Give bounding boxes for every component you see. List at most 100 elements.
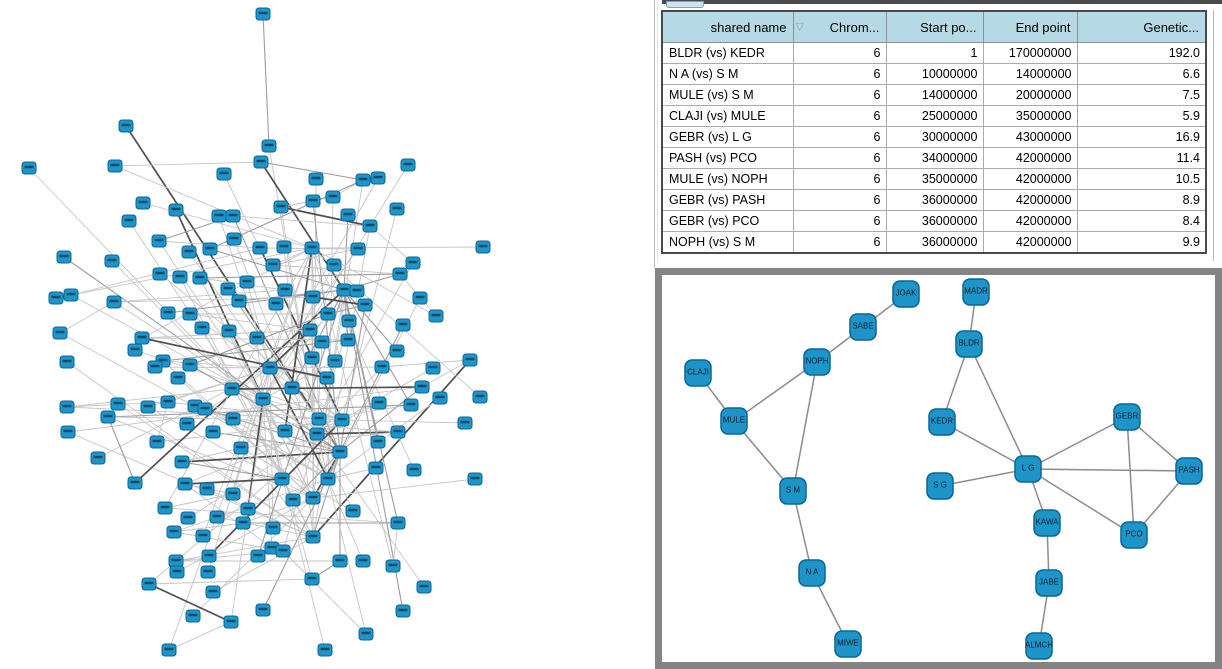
node-MIWE[interactable]: MIWE <box>834 630 862 658</box>
network-edge[interactable] <box>246 281 271 369</box>
network-edge[interactable] <box>231 386 423 390</box>
network-edge[interactable] <box>156 401 169 443</box>
network-edge[interactable] <box>269 367 329 480</box>
table-cell[interactable]: NOPH (vs) S M <box>661 231 794 254</box>
node-shape[interactable] <box>892 280 920 308</box>
table-cell[interactable]: 36000000 <box>885 210 984 232</box>
node-shape[interactable] <box>798 559 826 587</box>
network-edge[interactable] <box>343 289 398 352</box>
table-cell[interactable]: 6 <box>792 84 887 106</box>
table-cell[interactable]: 6.6 <box>1076 63 1207 85</box>
node-shape[interactable] <box>1014 455 1042 483</box>
table-cell[interactable]: 35000000 <box>982 105 1078 127</box>
network-edge[interactable] <box>202 247 313 537</box>
node-NOPH[interactable]: NOPH <box>803 348 831 376</box>
table-row[interactable]: GEBR (vs) L G 6 30000000 43000000 16.9 <box>661 126 1207 148</box>
table-cell[interactable]: 6 <box>792 63 887 85</box>
filter-icon[interactable]: ▽ <box>795 20 804 33</box>
table-cell[interactable]: 6 <box>792 189 887 211</box>
table-cell[interactable]: 8.9 <box>1076 189 1207 211</box>
table-row[interactable]: MULE (vs) NOPH 6 35000000 42000000 10.5 <box>661 168 1207 190</box>
network-edge[interactable] <box>242 497 314 524</box>
column-header-2[interactable]: Start po... <box>885 10 984 43</box>
node-BLDR[interactable]: BLDR <box>955 330 983 358</box>
network-edge[interactable] <box>1027 416 1128 470</box>
network-edge[interactable] <box>199 273 401 279</box>
network-edge[interactable] <box>232 215 371 227</box>
network-edge[interactable] <box>107 416 234 420</box>
network-edge[interactable] <box>107 416 136 484</box>
network-edge[interactable] <box>327 196 334 480</box>
table-cell[interactable]: GEBR (vs) PCO <box>661 210 794 232</box>
table-cell[interactable]: CLAJI (vs) MULE <box>661 105 794 127</box>
network-edge[interactable] <box>1027 468 1190 472</box>
network-edge[interactable] <box>272 248 359 266</box>
network-edge[interactable] <box>421 359 471 388</box>
network-edge[interactable] <box>312 359 471 538</box>
network-edge[interactable] <box>240 447 314 538</box>
table-cell[interactable]: 6 <box>792 147 887 169</box>
network-edge[interactable] <box>141 337 328 379</box>
table-row[interactable]: NOPH (vs) S M 6 36000000 42000000 9.9 <box>661 231 1207 254</box>
table-cell[interactable]: 10.5 <box>1076 168 1207 190</box>
table-cell[interactable]: 6 <box>792 105 887 127</box>
network-edge[interactable] <box>141 337 349 341</box>
network-edge[interactable] <box>316 366 383 435</box>
network-edge[interactable] <box>247 398 264 510</box>
column-header-4[interactable]: Genetic... <box>1076 10 1207 43</box>
node-KEDR[interactable]: KEDR <box>928 408 956 436</box>
network-edge[interactable] <box>181 461 283 480</box>
network-edge[interactable] <box>968 343 1029 470</box>
network-edge[interactable] <box>67 386 423 433</box>
network-edge[interactable] <box>316 431 399 435</box>
network-edge[interactable] <box>327 467 377 480</box>
node-KAWA[interactable]: KAWA <box>1033 509 1061 537</box>
node-shape[interactable] <box>1033 509 1061 537</box>
table-cell[interactable]: MULE (vs) NOPH <box>661 168 794 190</box>
network-edge[interactable] <box>181 451 341 463</box>
node-ALMCH[interactable]: ALMCH <box>1025 632 1053 660</box>
network-edge[interactable] <box>117 403 314 538</box>
table-cell[interactable]: 16.9 <box>1076 126 1207 148</box>
network-edge[interactable] <box>316 433 329 480</box>
network-edge[interactable] <box>156 419 343 443</box>
table-row[interactable]: MULE (vs) S M 6 14000000 20000000 7.5 <box>661 84 1207 106</box>
table-cell[interactable]: 11.4 <box>1076 147 1207 169</box>
table-cell[interactable]: 42000000 <box>982 210 1078 232</box>
table-cell[interactable]: 7.5 <box>1076 84 1207 106</box>
node-GEBR[interactable]: GEBR <box>1113 403 1141 431</box>
column-header-0[interactable]: shared name <box>661 10 794 43</box>
table-cell[interactable]: 34000000 <box>885 147 984 169</box>
table-cell[interactable]: 36000000 <box>885 231 984 254</box>
table-cell[interactable]: 42000000 <box>982 231 1078 254</box>
node-shape[interactable] <box>926 472 954 500</box>
panel-splitter[interactable] <box>654 0 655 268</box>
node-shape[interactable] <box>803 348 831 376</box>
network-edge[interactable] <box>262 13 270 147</box>
network-edge[interactable] <box>369 225 414 264</box>
network-edge[interactable] <box>269 329 311 369</box>
table-cell[interactable]: 25000000 <box>885 105 984 127</box>
network-edge[interactable] <box>260 161 364 181</box>
network-edge[interactable] <box>316 433 425 588</box>
network-edge[interactable] <box>262 398 326 651</box>
network-edge[interactable] <box>392 522 399 567</box>
node-shape[interactable] <box>684 359 712 387</box>
node-shape[interactable] <box>962 278 990 306</box>
network-edge[interactable] <box>212 536 314 593</box>
node-shape[interactable] <box>1120 521 1148 549</box>
network-edge[interactable] <box>107 404 412 418</box>
table-cell[interactable]: 14000000 <box>982 63 1078 85</box>
network-edge[interactable] <box>148 583 232 623</box>
node-CLAJI[interactable]: CLAJI <box>684 359 712 387</box>
scrollbar-thumb[interactable] <box>666 1 704 8</box>
network-edge[interactable] <box>173 522 244 533</box>
network-edge[interactable] <box>343 289 412 406</box>
network-edge[interactable] <box>312 296 366 306</box>
node-MADR[interactable]: MADR <box>962 278 990 306</box>
node-S-M[interactable]: S M <box>779 477 807 505</box>
network-edge[interactable] <box>114 161 262 167</box>
table-row[interactable]: BLDR (vs) KEDR 6 1 170000000 192.0 <box>661 42 1207 64</box>
network-edge[interactable] <box>168 621 232 651</box>
table-cell[interactable]: 30000000 <box>885 126 984 148</box>
